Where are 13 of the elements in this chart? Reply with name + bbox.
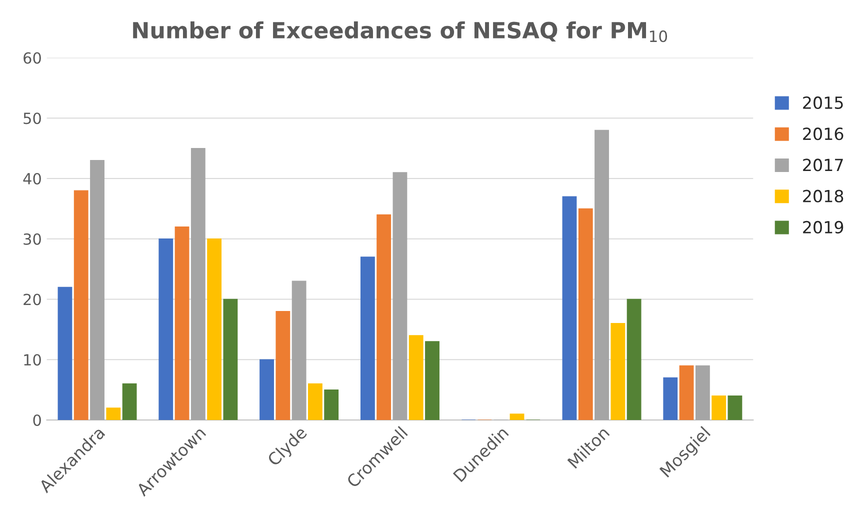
- legend-label: 2019: [803, 220, 844, 234]
- y-tick-label: 0: [33, 414, 41, 426]
- y-tick-label: 60: [24, 52, 41, 64]
- y-tick-label: 10: [24, 354, 41, 366]
- legend-label: 2017: [803, 158, 843, 172]
- y-tick-label: 40: [23, 172, 41, 185]
- legend-label: 2016: [803, 128, 844, 140]
- y-tick-label: 30: [24, 233, 41, 245]
- legend-label: 2015: [803, 96, 843, 109]
- y-tick-label: 20: [24, 294, 41, 306]
- chart-title: Number of Exceedances of NESAQ for PM$_{10}$: [133, 21, 668, 42]
- y-tick-label: 50: [24, 112, 41, 124]
- legend-label: 2018: [803, 190, 844, 202]
